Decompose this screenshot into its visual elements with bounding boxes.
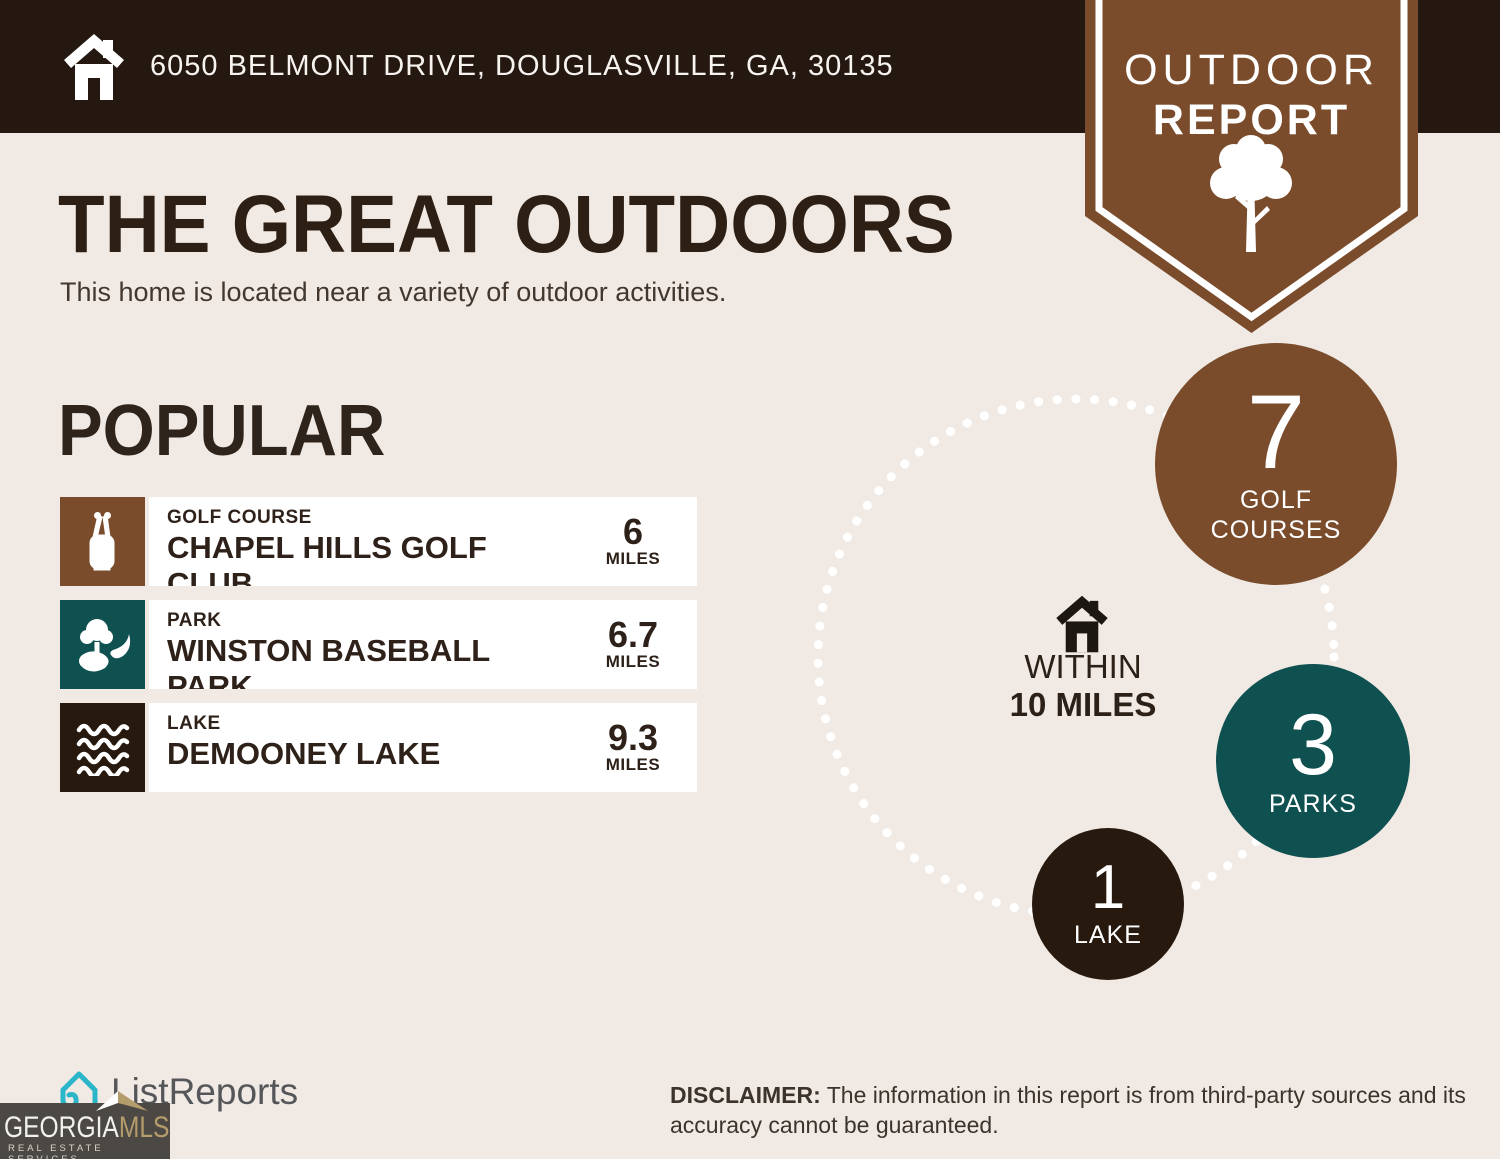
item-category: GOLF COURSE xyxy=(167,507,312,528)
georgiamls-roof-icon xyxy=(96,1091,148,1111)
home-icon xyxy=(62,32,126,107)
badge-title-line1: OUTDOOR xyxy=(1124,46,1379,94)
item-distance: 6 MILES xyxy=(605,510,661,568)
golf-courses-count: 7 xyxy=(1246,374,1306,491)
within-miles-label: 10 MILES xyxy=(1009,686,1157,723)
golf-courses-label: GOLF COURSES xyxy=(1210,486,1342,544)
list-item-card: LAKE DEMOONEY LAKE 9.3 MILES xyxy=(149,703,697,792)
item-name: DEMOONEY LAKE xyxy=(167,736,441,771)
property-address: 6050 BELMONT DRIVE, DOUGLASVILLE, GA, 30… xyxy=(150,50,894,82)
disclaimer-text: DISCLAIMER: The information in this repo… xyxy=(670,1082,1466,1138)
dotted-radius-circle xyxy=(808,389,1344,930)
list-item: GOLF COURSE CHAPEL HILLS GOLF CLUB 6 MIL… xyxy=(60,497,697,586)
georgiamls-wordmark: GEORGIAMLS xyxy=(4,1111,170,1144)
home-icon xyxy=(1051,594,1113,659)
lake-label: LAKE xyxy=(1074,921,1142,949)
item-category: PARK xyxy=(167,610,222,631)
page-title: THE GREAT OUTDOORS xyxy=(58,179,955,270)
item-name: WINSTON BASEBALL PARK xyxy=(167,633,490,689)
lake-count: 1 xyxy=(1090,853,1126,922)
popular-heading: POPULAR xyxy=(58,391,386,471)
parks-count: 3 xyxy=(1289,697,1337,793)
parks-label: PARKS xyxy=(1269,790,1357,818)
within-label: WITHIN xyxy=(1024,648,1142,685)
waves-icon xyxy=(60,703,145,792)
list-item-card: GOLF COURSE CHAPEL HILLS GOLF CLUB 6 MIL… xyxy=(149,497,697,586)
page-subtitle: This home is located near a variety of o… xyxy=(60,277,727,307)
item-name: CHAPEL HILLS GOLF CLUB xyxy=(167,530,487,586)
badge-title-line2: REPORT xyxy=(1152,96,1351,144)
list-item: LAKE DEMOONEY LAKE 9.3 MILES xyxy=(60,703,697,792)
parks-bubble: 3 PARKS xyxy=(1216,664,1410,858)
list-item: PARK WINSTON BASEBALL PARK 6.7 MILES xyxy=(60,600,697,689)
list-item-card: PARK WINSTON BASEBALL PARK 6.7 MILES xyxy=(149,600,697,689)
georgiamls-logo: GEORGIAMLS REAL ESTATE SERVICES xyxy=(0,1091,170,1159)
item-category: LAKE xyxy=(167,713,221,734)
item-distance: 6.7 MILES xyxy=(605,613,661,671)
park-trees-icon xyxy=(60,600,145,689)
lake-bubble: 1 LAKE xyxy=(1032,828,1184,980)
georgiamls-tagline: REAL ESTATE SERVICES xyxy=(8,1143,104,1159)
tree-icon xyxy=(1210,135,1292,252)
golf-courses-bubble: 7 GOLF COURSES xyxy=(1155,343,1397,585)
item-distance: 9.3 MILES xyxy=(605,716,661,774)
golf-bag-icon xyxy=(60,497,145,586)
outdoor-report-badge: OUTDOOR REPORT xyxy=(1085,0,1418,340)
